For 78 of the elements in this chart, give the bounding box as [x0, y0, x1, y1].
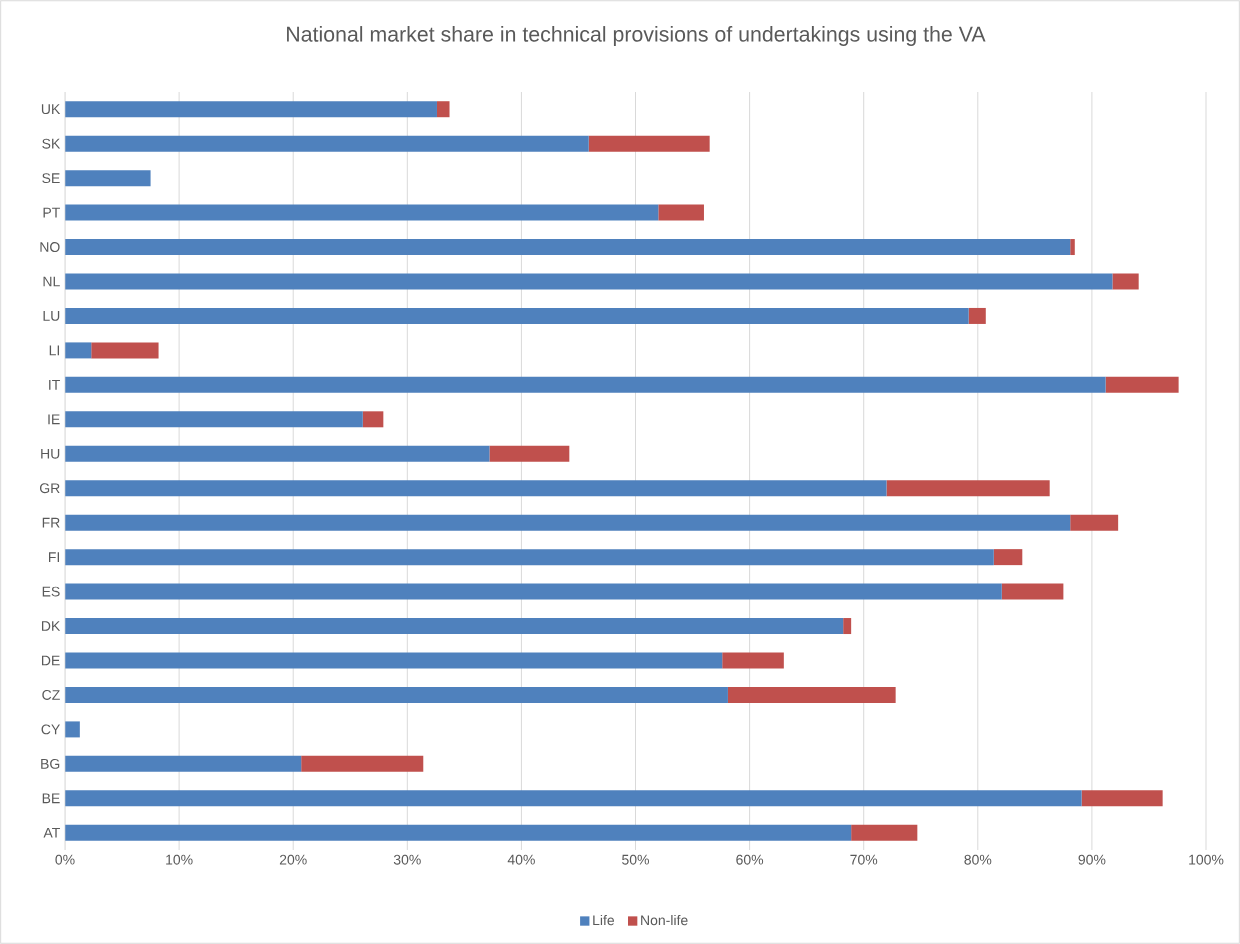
y-tick-label: DK — [41, 621, 61, 631]
bar — [65, 549, 994, 566]
y-tick-label: GR — [40, 483, 60, 494]
bar — [993, 549, 1023, 566]
x-tick-label: 60% — [736, 854, 764, 865]
y-tick-label: ES — [42, 586, 60, 597]
y-tick-label: BG — [41, 758, 60, 769]
y-tick-label: FR — [42, 517, 60, 528]
x-tick-label: 0% — [55, 854, 75, 865]
y-tick-label: LI — [49, 345, 59, 356]
bar — [65, 583, 1002, 600]
bar — [65, 204, 659, 221]
bar — [65, 686, 728, 703]
bar — [65, 514, 1071, 531]
x-tick-label: 20% — [279, 854, 307, 865]
x-tick-label: 70% — [850, 854, 878, 865]
bar — [851, 824, 918, 841]
x-tick-label: 100% — [1189, 854, 1224, 865]
y-tick-label: SK — [42, 138, 61, 149]
chart-title: National market share in technical provisions of undertakings using the VA — [287, 26, 986, 46]
bar — [1070, 239, 1075, 256]
bar — [65, 652, 723, 669]
bar — [843, 618, 852, 635]
y-tick-label: IT — [49, 380, 60, 390]
bar — [65, 618, 844, 635]
y-tick-label: BE — [42, 793, 60, 804]
bar — [301, 755, 424, 772]
x-tick-label: 50% — [622, 854, 649, 865]
y-tick-label: NO — [40, 242, 60, 252]
bar — [886, 480, 1050, 497]
bar — [65, 721, 80, 738]
y-tick-label: HU — [41, 448, 60, 459]
y-tick-label: SE — [42, 173, 60, 184]
bar — [658, 204, 704, 221]
y-tick-label: IE — [48, 414, 60, 425]
bar — [65, 824, 852, 841]
y-tick-label: DE — [41, 655, 60, 666]
bar — [968, 307, 986, 324]
legend-label: Non-life — [641, 914, 688, 926]
y-tick-label: PT — [43, 207, 60, 218]
bar — [65, 307, 969, 324]
bar — [65, 101, 437, 118]
y-tick-label: FI — [49, 552, 59, 562]
x-tick-label: 80% — [964, 854, 992, 865]
y-tick-label: LU — [43, 311, 60, 321]
bar — [65, 790, 1082, 807]
bar — [362, 411, 384, 428]
bar — [65, 445, 490, 462]
x-tick-label: 90% — [1078, 854, 1106, 865]
bar — [65, 480, 887, 497]
bar — [65, 135, 589, 152]
y-tick-label: AT — [43, 827, 60, 838]
y-tick-label: CZ — [42, 690, 60, 700]
bar — [436, 101, 450, 118]
bar — [65, 755, 302, 772]
bar — [722, 652, 784, 669]
bar — [1070, 514, 1119, 531]
bar — [489, 445, 570, 462]
bar — [727, 686, 896, 703]
bar — [1105, 376, 1179, 393]
bar — [65, 273, 1113, 290]
bar — [1112, 273, 1139, 290]
x-tick-label: 10% — [166, 854, 193, 865]
x-tick-label: 40% — [507, 854, 535, 865]
bar — [91, 342, 159, 359]
bar — [65, 342, 92, 359]
bar — [65, 239, 1071, 256]
legend-label: Life — [593, 914, 615, 926]
y-tick-label: NL — [43, 276, 60, 287]
bar — [65, 170, 151, 187]
y-tick-label: CY — [41, 724, 60, 735]
x-tick-label: 30% — [393, 854, 421, 865]
bar — [1001, 583, 1064, 600]
bar — [588, 135, 710, 152]
bar — [65, 411, 363, 428]
y-tick-label: UK — [41, 104, 61, 115]
bar — [65, 376, 1106, 393]
bar — [1081, 790, 1163, 807]
